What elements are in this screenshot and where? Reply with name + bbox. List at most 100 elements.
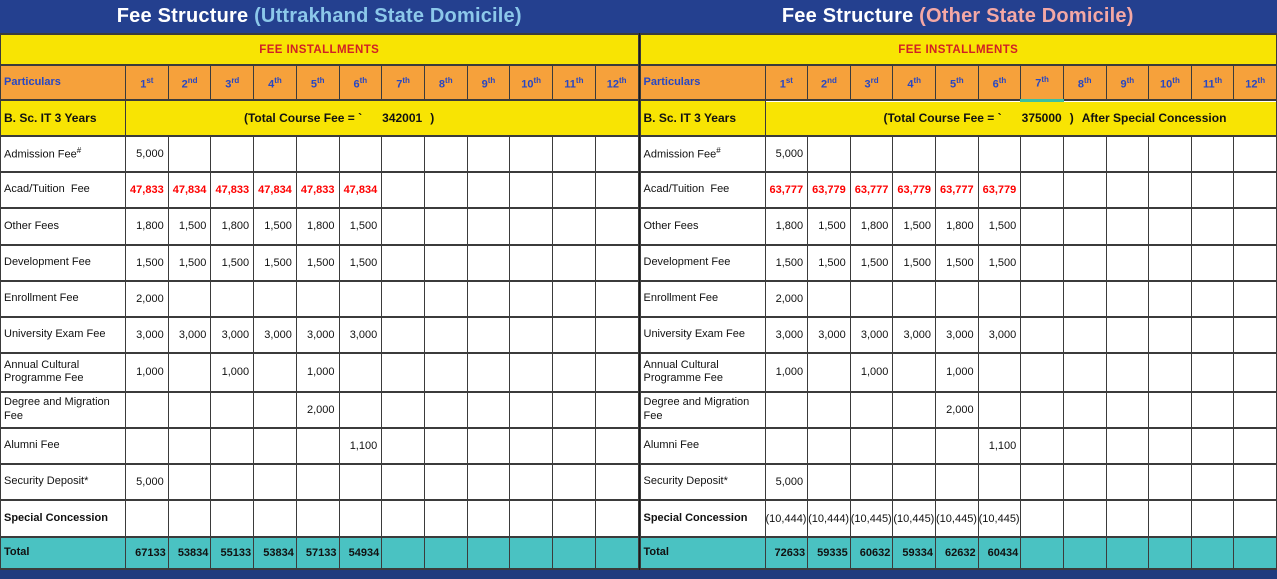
fee-cell: 1,500: [125, 243, 169, 282]
fee-cell: [210, 390, 255, 429]
fee-cell: [1062, 134, 1107, 174]
fee-cell: [509, 463, 554, 502]
fee-cell: [935, 134, 979, 174]
fee-cell: 2,000: [764, 279, 809, 319]
ordinal-number: 6: [353, 78, 360, 91]
fee-cell: [1105, 426, 1150, 466]
row-label: University Exam Fee: [639, 316, 766, 355]
total-course-fee: (Total Course Fee = ` 342001): [125, 99, 639, 137]
bottom-navy-strip: [0, 570, 1277, 579]
fee-cell: 3,000: [253, 316, 297, 355]
course-name: B. Sc. IT 3 Years: [0, 99, 126, 137]
ordinal-suffix: th: [998, 75, 1007, 85]
fee-table: FEE INSTALLMENTS Particulars 1st 2nd 3rd 4t…: [639, 32, 1277, 571]
ordinal-number: 11: [1202, 78, 1215, 91]
total-cell: [423, 535, 468, 571]
fee-cell: 3,000: [167, 316, 212, 355]
total-course-fee-label: (Total Course Fee = `: [883, 111, 1002, 126]
fee-cell: [1062, 316, 1107, 355]
fee-cell: [423, 316, 468, 355]
fee-cell: 1,500: [807, 207, 851, 246]
installment-header-1st: 1st: [764, 64, 809, 102]
fee-cell: 1,100: [338, 426, 383, 466]
row-label: Acad/Tuition Fee: [0, 171, 126, 210]
fee-cell: [849, 134, 894, 174]
row-label-text: Special Concession: [643, 511, 748, 524]
fee-cell: [381, 352, 425, 393]
fee-row: Security Deposit* 5,000: [639, 463, 1277, 502]
fee-cell: [807, 426, 851, 466]
fee-row: Security Deposit* 5,000: [0, 463, 639, 502]
fee-cell: 1,800: [125, 207, 169, 246]
fee-cell: [509, 171, 554, 210]
fee-cell: [167, 499, 212, 538]
fee-cell: [1105, 499, 1150, 538]
row-label-text: Degree and Migration Fee: [643, 396, 753, 422]
fee-cell: [253, 463, 297, 502]
fee-cell: [1190, 134, 1235, 174]
fee-cell: 1,500: [977, 207, 1022, 246]
fee-cell: [552, 426, 596, 466]
particulars-header: Particulars: [0, 64, 126, 102]
fee-cell: 1,000: [210, 352, 255, 393]
fee-cell: [338, 352, 383, 393]
fee-cell: 1,800: [935, 207, 979, 246]
fee-row: Acad/Tuition Fee 63,777 63,779 63,777 63,779…: [639, 171, 1277, 210]
fee-cell: [423, 207, 468, 246]
fee-cell: [1020, 171, 1064, 210]
total-cell: 54934: [338, 535, 383, 571]
fee-installments-banner: FEE INSTALLMENTS: [0, 32, 639, 67]
fee-cell: [1105, 134, 1150, 174]
fee-row: Development Fee 1,500 1,500 1,500 1,500 1,500…: [0, 243, 639, 282]
row-label: Security Deposit*: [639, 463, 766, 502]
fee-cell: 1,000: [935, 352, 979, 393]
fee-row: Other Fees 1,800 1,500 1,800 1,500 1,800 1,500: [0, 207, 639, 246]
fee-cell: [167, 426, 212, 466]
fee-cell: (10,445): [892, 499, 936, 538]
fee-cell: [1105, 279, 1150, 319]
total-course-fee-label: (Total Course Fee = `: [244, 111, 363, 126]
row-label-text: Enrollment Fee: [4, 292, 79, 305]
row-label: University Exam Fee: [0, 316, 126, 355]
fee-cell: [1062, 463, 1107, 502]
course-row: B. Sc. IT 3 Years (Total Course Fee = ` 3…: [0, 99, 639, 137]
fee-row: Special Concession: [0, 499, 639, 538]
fee-cell: [1020, 316, 1064, 355]
installment-header-7th: 7th: [1020, 64, 1064, 102]
total-cell: 67133: [125, 535, 169, 571]
fee-row: Degree and Migration Fee 2,000: [0, 390, 639, 429]
fee-cell: [423, 463, 468, 502]
fee-cell: 1,500: [167, 207, 212, 246]
title-prefix: Fee Structure: [116, 5, 255, 27]
installment-header-5th: 5th: [935, 64, 979, 102]
fee-cell: [466, 134, 511, 174]
fee-cell: [1190, 499, 1235, 538]
fee-cell: 47,833: [125, 171, 169, 210]
fee-row: Admission Fee# 5,000: [0, 134, 639, 174]
fee-cell: [764, 390, 809, 429]
installment-header-2nd: 2nd: [167, 64, 212, 102]
fee-cell: [423, 243, 468, 282]
fee-cell: 1,500: [892, 207, 936, 246]
fee-cell: [807, 279, 851, 319]
fee-cell: [466, 352, 511, 393]
ordinal-number: 5: [949, 78, 957, 91]
fee-cell: [1062, 207, 1107, 246]
fee-cell: [594, 207, 639, 246]
fee-cell: [253, 390, 297, 429]
fee-row: Admission Fee# 5,000: [639, 134, 1277, 174]
fee-cell: 3,000: [295, 316, 340, 355]
fee-cell: [167, 390, 212, 429]
ordinal-suffix: th: [618, 75, 627, 85]
row-label: Development Fee: [0, 243, 126, 282]
fee-cell: [892, 352, 936, 393]
fee-cell: 1,500: [295, 243, 340, 282]
title-domicile-other: (Other State Domicile): [919, 5, 1134, 27]
installment-header-3rd: 3rd: [849, 64, 894, 102]
fee-cell: [594, 171, 639, 210]
fee-cell: [381, 390, 425, 429]
installment-header-3rd: 3rd: [210, 64, 255, 102]
row-label-text: Security Deposit*: [4, 475, 89, 488]
fee-cell: [167, 352, 212, 393]
